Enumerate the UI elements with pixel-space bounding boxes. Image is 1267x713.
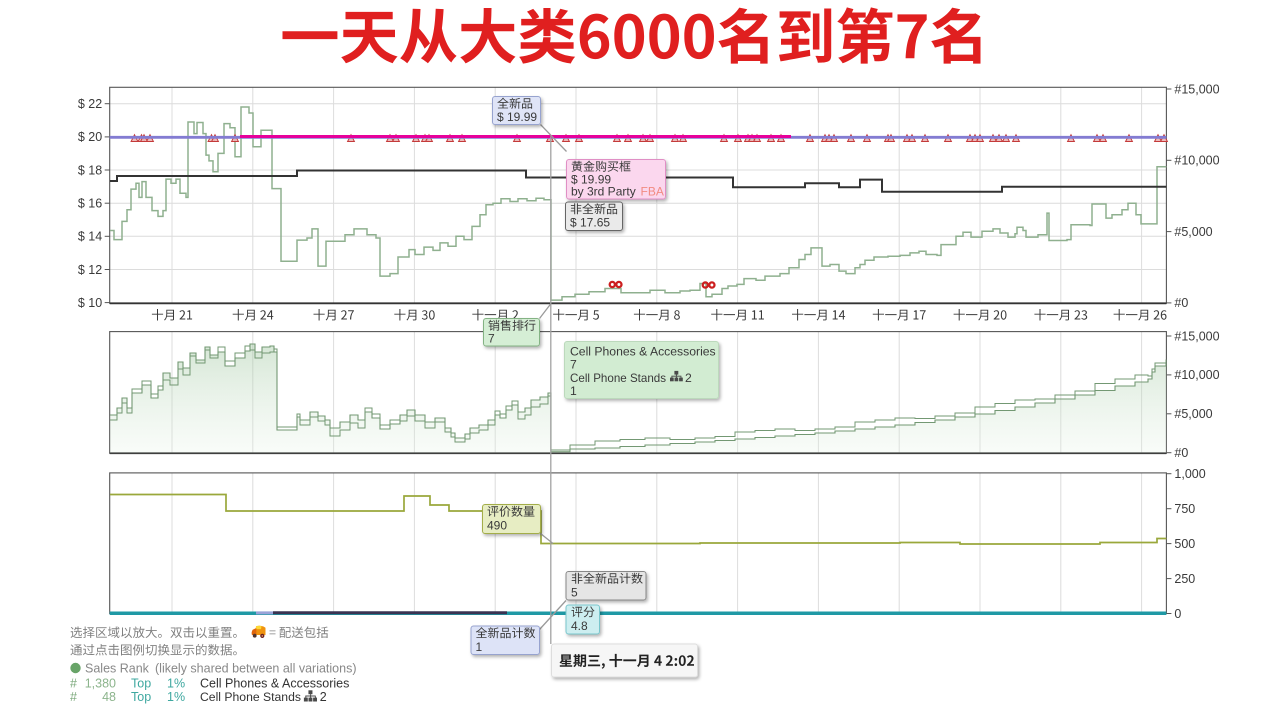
svg-text:$ 19.99: $ 19.99 [497, 110, 537, 124]
svg-text:2: 2 [685, 371, 692, 385]
svg-text:2: 2 [320, 690, 327, 704]
svg-text:#10,000: #10,000 [1174, 368, 1219, 382]
svg-text:Top: Top [131, 690, 151, 704]
svg-text:1: 1 [476, 640, 483, 654]
svg-text:1,000: 1,000 [1174, 467, 1205, 481]
svg-text:#: # [70, 690, 77, 704]
svg-text:250: 250 [1174, 572, 1195, 586]
svg-text:1: 1 [570, 384, 577, 398]
svg-text:Top: Top [131, 676, 151, 690]
svg-text:7: 7 [570, 357, 577, 371]
svg-text:(likely shared between all var: (likely shared between all variations) [155, 661, 356, 675]
svg-text:750: 750 [1174, 502, 1195, 516]
svg-text:Cell Phone Stands: Cell Phone Stands [570, 372, 666, 385]
svg-text:#0: #0 [1174, 296, 1188, 310]
svg-text:1,380: 1,380 [85, 676, 116, 690]
svg-text:$ 18: $ 18 [78, 163, 102, 177]
svg-text:by 3rd Party: by 3rd Party [571, 184, 636, 198]
svg-text:#5,000: #5,000 [1174, 407, 1212, 421]
svg-text:#: # [70, 676, 77, 690]
svg-text:Cell Phone Stands: Cell Phone Stands [200, 690, 301, 704]
svg-text:Sales Rank: Sales Rank [85, 661, 150, 675]
svg-text:4.8: 4.8 [571, 619, 588, 633]
svg-text:#15,000: #15,000 [1174, 329, 1219, 343]
svg-text:$ 16: $ 16 [78, 197, 102, 211]
svg-text:Cell Phones & Accessories: Cell Phones & Accessories [200, 676, 349, 690]
svg-text:FBA: FBA [641, 184, 664, 198]
svg-text:$ 19.99: $ 19.99 [571, 172, 611, 186]
svg-text:490: 490 [487, 518, 507, 532]
svg-text:Cell Phones & Accessories: Cell Phones & Accessories [570, 344, 716, 358]
svg-text:$ 17.65: $ 17.65 [570, 215, 610, 229]
svg-text:48: 48 [102, 690, 116, 704]
svg-text:$ 22: $ 22 [78, 97, 102, 111]
svg-text:$ 14: $ 14 [78, 230, 102, 244]
svg-text:0: 0 [1174, 607, 1181, 621]
svg-text:1%: 1% [167, 690, 185, 704]
svg-text:$ 12: $ 12 [78, 263, 102, 277]
svg-text:#0: #0 [1174, 446, 1188, 460]
svg-text:$ 20: $ 20 [78, 130, 102, 144]
svg-text:#10,000: #10,000 [1174, 154, 1219, 168]
svg-text:#15,000: #15,000 [1174, 82, 1219, 96]
svg-text:#5,000: #5,000 [1174, 225, 1212, 239]
svg-text:7: 7 [488, 331, 495, 345]
svg-text:$ 10: $ 10 [78, 296, 102, 310]
svg-text:5: 5 [571, 585, 578, 599]
svg-text:1%: 1% [167, 676, 185, 690]
svg-text:500: 500 [1174, 537, 1195, 551]
